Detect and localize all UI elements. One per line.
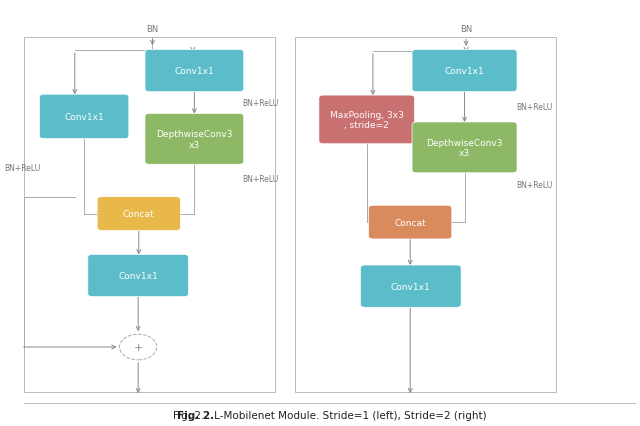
Circle shape <box>120 334 157 360</box>
Text: Conv1x1: Conv1x1 <box>445 67 484 76</box>
Text: Concat: Concat <box>394 218 426 227</box>
Text: Conv1x1: Conv1x1 <box>118 271 158 280</box>
FancyBboxPatch shape <box>412 50 517 92</box>
Text: BN+ReLU: BN+ReLU <box>516 103 552 112</box>
Bar <box>295 38 556 392</box>
Text: BN: BN <box>147 25 159 35</box>
Text: BN+ReLU: BN+ReLU <box>4 164 40 173</box>
FancyBboxPatch shape <box>412 123 517 173</box>
Text: BN+ReLU: BN+ReLU <box>243 99 279 108</box>
FancyBboxPatch shape <box>369 206 452 239</box>
Text: BN+ReLU: BN+ReLU <box>243 174 279 184</box>
FancyBboxPatch shape <box>40 95 129 139</box>
FancyBboxPatch shape <box>145 114 244 165</box>
Text: +: + <box>134 342 143 352</box>
Text: DepthwiseConv3
x3: DepthwiseConv3 x3 <box>426 138 503 158</box>
Text: Fig. 2.: Fig. 2. <box>177 410 214 420</box>
Text: MaxPooling, 3x3
, stride=2: MaxPooling, 3x3 , stride=2 <box>330 110 404 130</box>
Text: Conv1x1: Conv1x1 <box>391 282 431 291</box>
Text: BN+ReLU: BN+ReLU <box>516 181 552 190</box>
Text: Conv1x1: Conv1x1 <box>64 112 104 122</box>
Text: Conv1x1: Conv1x1 <box>175 67 214 76</box>
Bar <box>24 38 275 392</box>
Text: DepthwiseConv3
x3: DepthwiseConv3 x3 <box>156 130 232 149</box>
FancyBboxPatch shape <box>319 96 415 144</box>
FancyBboxPatch shape <box>97 197 180 231</box>
FancyBboxPatch shape <box>360 265 461 308</box>
Text: Fig. 2.   L-Mobilenet Module. Stride=1 (left), Stride=2 (right): Fig. 2. L-Mobilenet Module. Stride=1 (le… <box>173 410 486 420</box>
FancyBboxPatch shape <box>145 50 244 92</box>
FancyBboxPatch shape <box>88 255 188 297</box>
Text: BN: BN <box>460 25 472 35</box>
Text: Concat: Concat <box>123 210 155 219</box>
